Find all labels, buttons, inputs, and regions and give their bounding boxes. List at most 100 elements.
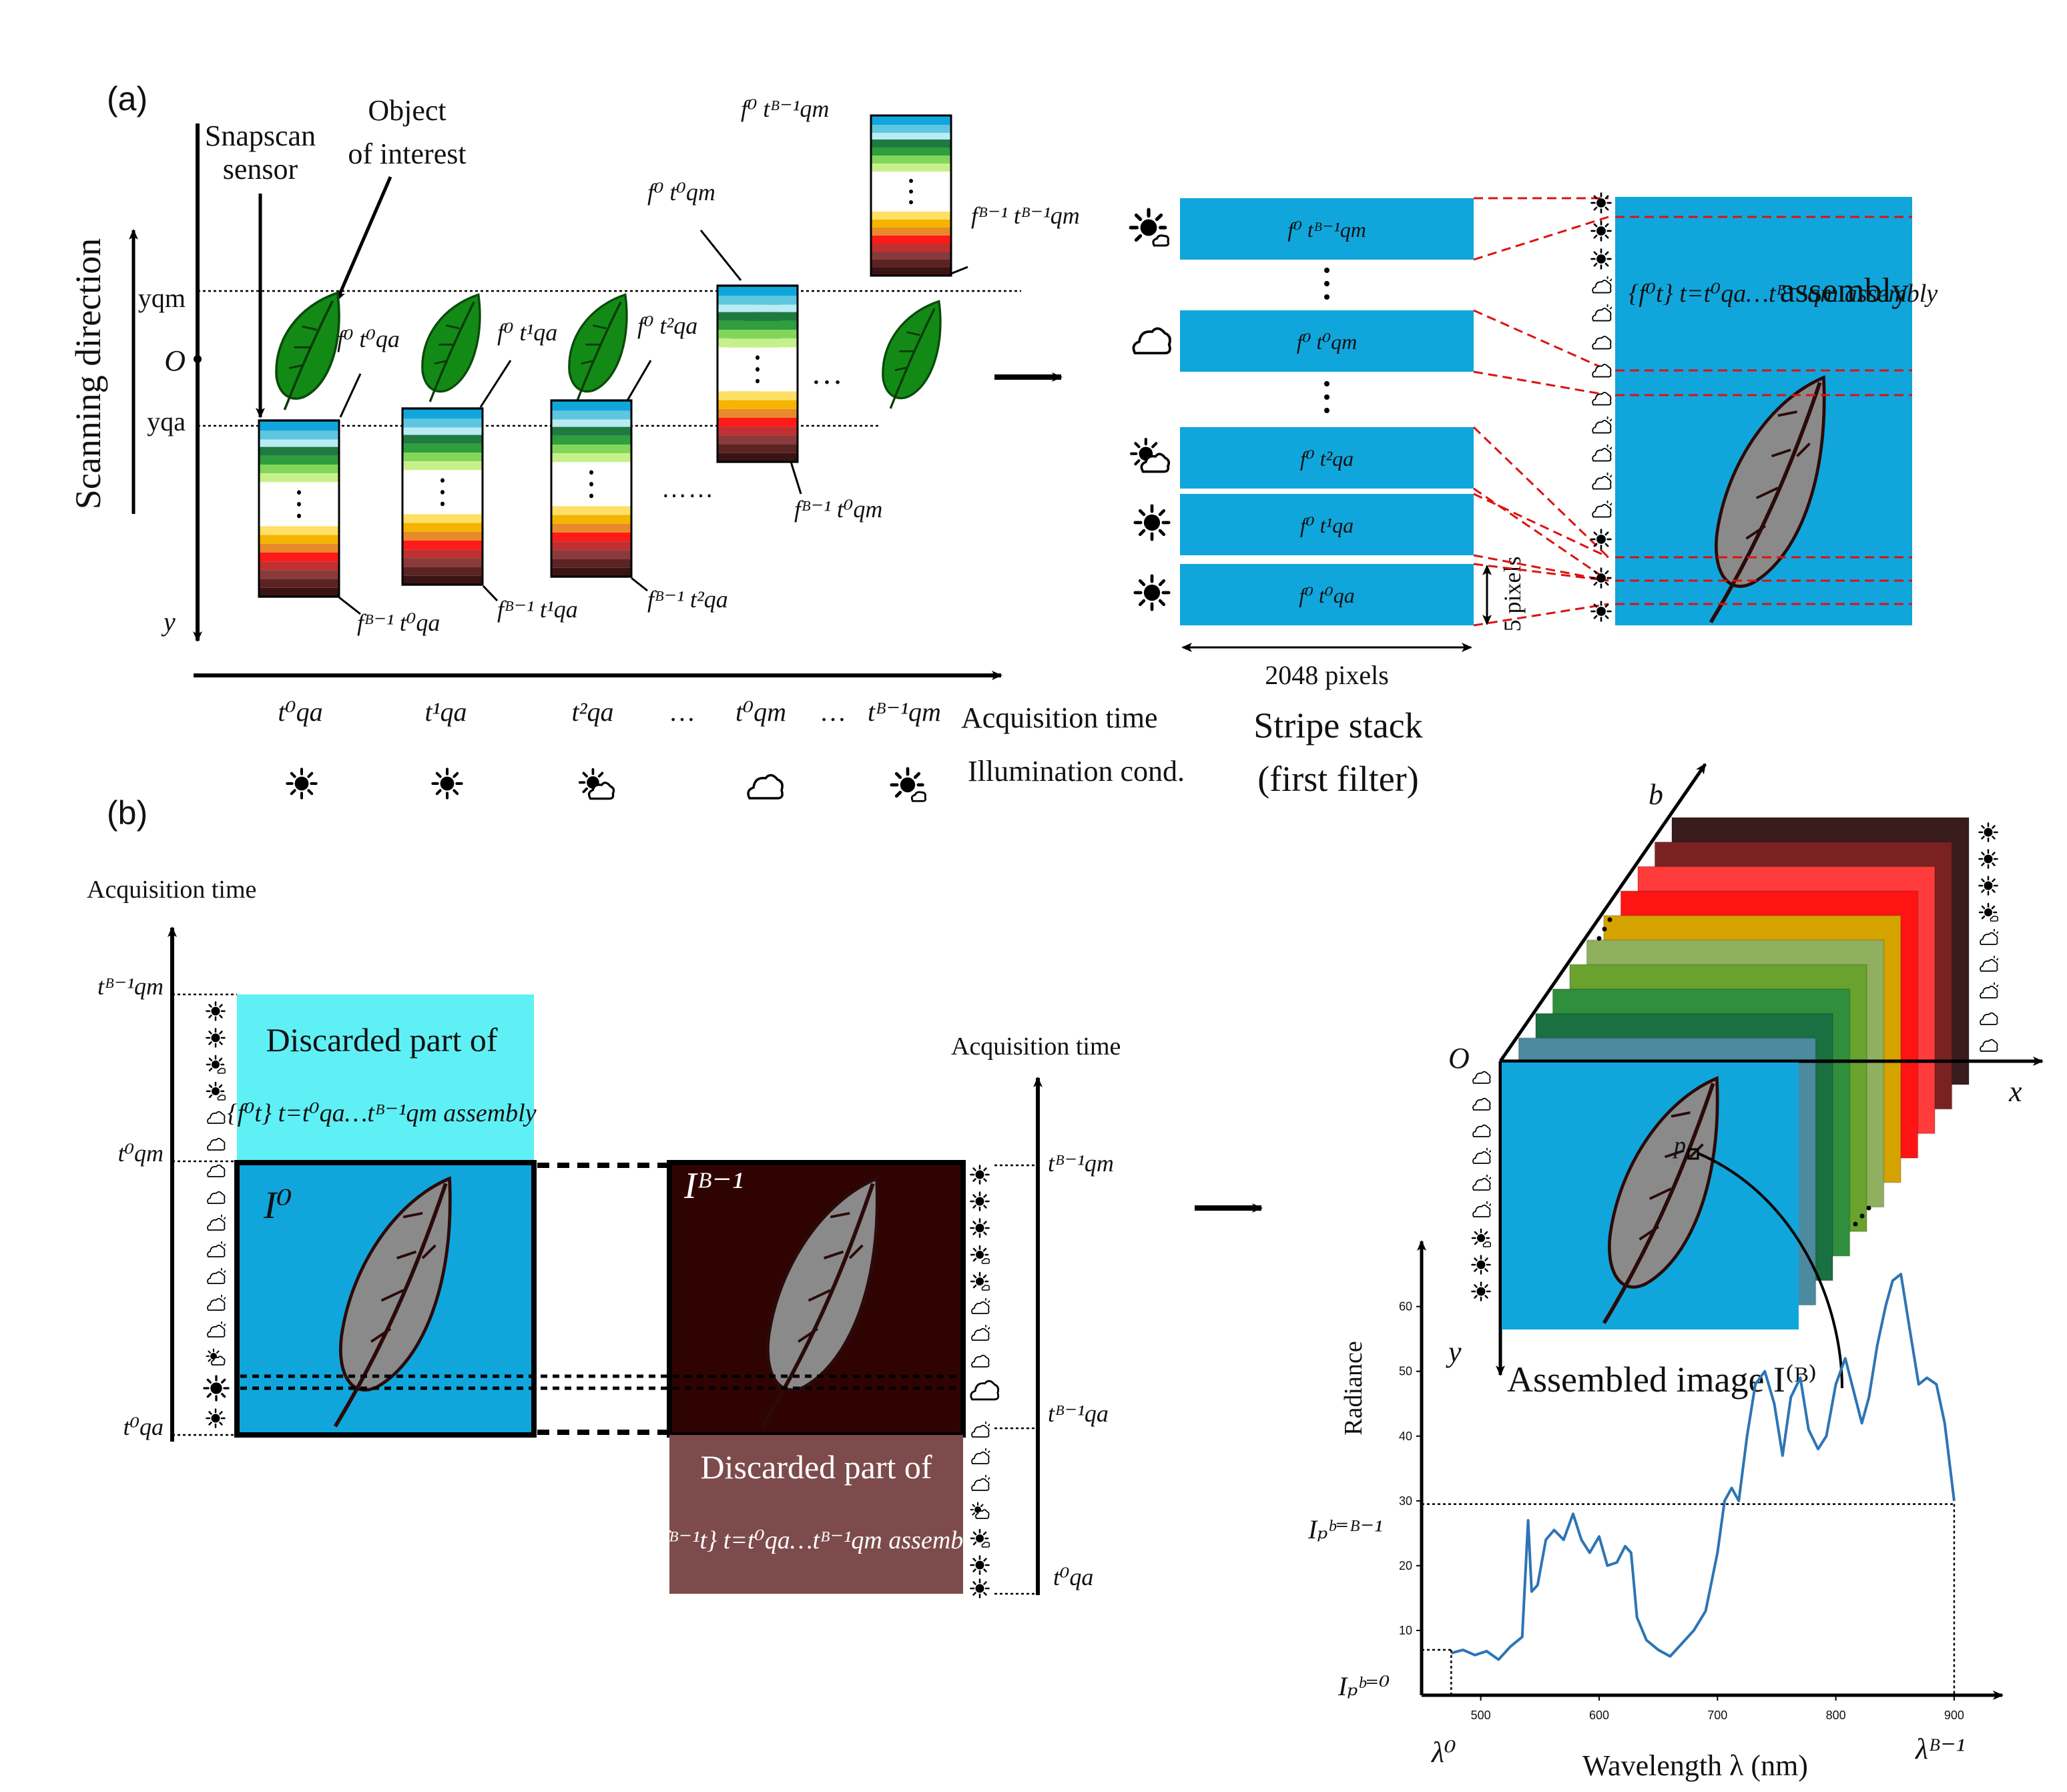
sun-icon <box>1471 1281 1491 1301</box>
time-tick-1: t¹qa <box>424 697 467 727</box>
stripe-bar-1 <box>1180 564 1474 625</box>
assembly-word: assembly <box>1779 272 1909 310</box>
pixel-label: p <box>1672 1132 1686 1159</box>
sun-icon <box>1590 192 1612 214</box>
y-axis-end-label: y <box>161 607 176 637</box>
sun-cloud-icon <box>970 1245 990 1265</box>
stripe-top-label-4: f⁰ t⁰qm <box>647 179 715 206</box>
cube-x-label: x <box>2008 1075 2022 1108</box>
leaf-icon-2 <box>421 293 481 403</box>
stripe-bar-label-3: f⁰ t²qa <box>1300 446 1354 471</box>
sun-cloud-icon <box>970 1502 990 1519</box>
stripe-top-label-3: f⁰ t²qa <box>637 312 697 339</box>
stripe-top-pointer-1 <box>339 373 362 418</box>
stripe-bottom-pointer-4 <box>790 461 802 495</box>
sun-cloud-icon <box>1471 1228 1491 1248</box>
stripe-top-label-5: f⁰ tᴮ⁻¹qm <box>741 95 829 122</box>
image-first-label: I⁰ <box>263 1183 292 1227</box>
stripe-top-pointer-2 <box>479 360 512 408</box>
cube-side-weather <box>1978 822 1998 1052</box>
cloud-sun-icon <box>207 1241 226 1257</box>
cloud-icon <box>207 1111 226 1124</box>
sun-icon <box>970 1191 990 1211</box>
right-tick-1: tᴮ⁻¹qm <box>1048 1150 1114 1177</box>
sun-icon <box>203 1375 230 1402</box>
sun-cloud-icon <box>1131 210 1168 246</box>
stripe-bottom-pointer-1 <box>338 596 361 615</box>
scanning-direction-title: Scanning direction <box>68 238 108 509</box>
y-tick-yqa: yqa <box>147 406 186 436</box>
discarded-bottom-line2: {fᴮ⁻¹t} t=t⁰qa…tᴮ⁻¹qm assembly <box>651 1526 982 1554</box>
discarded-bottom-region <box>669 1435 963 1594</box>
panel-a-label: (a) <box>107 80 147 117</box>
cloud-sun-icon <box>1472 1201 1491 1217</box>
y-tick-yqm: yqm <box>138 283 186 313</box>
sun-icon <box>286 768 318 800</box>
stripe-bottom-label-3: fᴮ⁻¹ t²qa <box>647 586 728 613</box>
cloud-icon <box>971 1354 990 1368</box>
sun-icon <box>1978 876 1998 896</box>
cloud-sun-icon <box>971 1448 990 1464</box>
panel-b: (b) Acquisition time tᴮ⁻¹qm t⁰qm t⁰qa <box>87 794 1263 1598</box>
stripe-bar-3 <box>1180 427 1474 489</box>
cloud-sun-icon <box>1592 444 1612 462</box>
cloud-icon <box>1980 1038 1998 1052</box>
stripe-top-label-1: f⁰ t⁰qa <box>337 326 400 352</box>
chart-y-tick-label: 20 <box>1399 1559 1412 1572</box>
spectrum-chart: 500 600 700 800 900 10 20 30 40 50 60 Radiance Wav… <box>1307 1240 2004 1782</box>
stripe-bar-label-2: f⁰ t¹qa <box>1300 513 1354 537</box>
cloud-sun-icon <box>1980 929 1998 945</box>
stripe-bottom-label-4: fᴮ⁻¹ t⁰qm <box>794 496 882 523</box>
cloud-sun-icon <box>1592 501 1612 518</box>
stripe-bottom-label-5: fᴮ⁻¹ tᴮ⁻¹qm <box>971 202 1080 229</box>
cloud-sun-icon <box>971 1475 990 1491</box>
cloud-sun-icon <box>971 1298 990 1314</box>
sun-icon <box>431 768 463 800</box>
chart-x-end-label-0: λ⁰ <box>1430 1736 1456 1769</box>
time-tick-3: … <box>669 697 695 727</box>
assembly-label: {f⁰t} t=t⁰qa…tᴮ⁻¹qm assembly <box>1629 280 1938 308</box>
stripe-ellipsis-mid: … <box>811 356 843 391</box>
spectral-stripe-4 <box>716 284 799 463</box>
spectral-stripe-1 <box>258 419 340 598</box>
sun-icon <box>1590 248 1612 270</box>
discarded-bottom-line1: Discarded part of <box>700 1448 932 1486</box>
chart-series-line <box>1450 1273 1956 1661</box>
sun-icon <box>970 1578 990 1598</box>
chart-ylabel: Radiance <box>1340 1341 1368 1435</box>
cloud-sun-icon <box>207 1295 226 1311</box>
right-tick-2: tᴮ⁻¹qa <box>1048 1400 1109 1427</box>
time-tick-6: tᴮ⁻¹qm <box>868 697 941 727</box>
chart-x-end-label-1: λᴮ⁻¹ <box>1914 1733 1965 1765</box>
chart-y-tick-label: 60 <box>1399 1300 1412 1313</box>
assembly-weather-column <box>1590 192 1612 622</box>
chart-y-tick-label: 40 <box>1399 1430 1412 1443</box>
width-dimension-label: 2048 pixels <box>1265 660 1389 690</box>
stripe-bar-5 <box>1180 198 1474 260</box>
cloud-sun-icon <box>1592 473 1612 490</box>
sun-cloud-icon <box>206 1081 226 1101</box>
left-tick-1: tᴮ⁻¹qm <box>97 973 164 1000</box>
chart-y-tick-label: 50 <box>1399 1365 1412 1378</box>
pixel-spectrum-link <box>1697 1152 1843 1389</box>
cube-depth-dots <box>1596 917 1871 1227</box>
cloud-sun-icon <box>1592 416 1612 434</box>
sun-cloud-icon <box>970 1271 990 1291</box>
cloud-icon <box>1592 336 1612 350</box>
stripe-bottom-pointer-3 <box>631 577 648 592</box>
cloud-icon <box>970 1380 1000 1401</box>
leaf-icon-5 <box>882 300 942 410</box>
sun-icon <box>206 1001 226 1021</box>
chart-x-tick-label: 500 <box>1471 1709 1491 1722</box>
left-tick-3: t⁰qa <box>123 1414 164 1440</box>
cloud-sun-icon <box>207 1215 226 1231</box>
sun-icon <box>1590 567 1612 589</box>
object-label-line1: Object <box>368 94 446 127</box>
sun-icon <box>206 1408 226 1428</box>
object-pointer <box>335 176 392 302</box>
sun-cloud-icon <box>1978 902 1998 922</box>
left-tick-2: t⁰qm <box>118 1140 164 1167</box>
stripe-bottom-pointer-2 <box>482 585 499 602</box>
discarded-top-line2: {f⁰t} t=t⁰qa…tᴮ⁻¹qm assembly <box>227 1099 536 1127</box>
chart-x-tick-label: 700 <box>1707 1709 1727 1722</box>
